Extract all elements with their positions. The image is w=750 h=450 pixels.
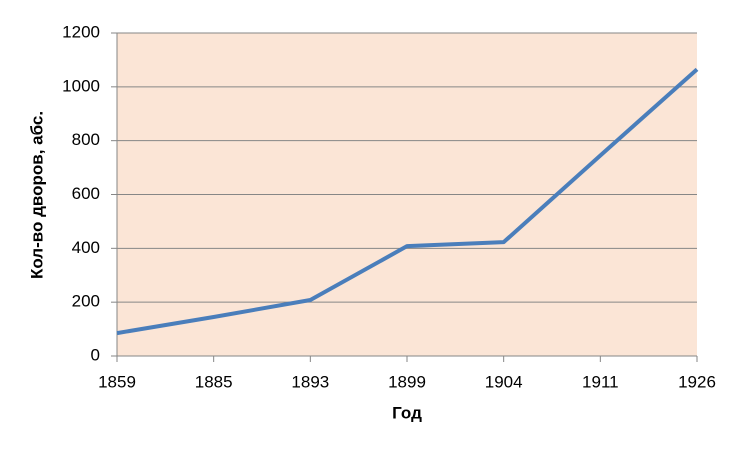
y-tick-label: 0 <box>91 345 100 364</box>
y-tick-label: 400 <box>72 238 100 257</box>
x-tick-label: 1893 <box>291 372 329 391</box>
y-tick-label: 1000 <box>62 76 100 95</box>
y-tick-label: 800 <box>72 130 100 149</box>
data-line <box>116 67 699 336</box>
x-tick-label: 1904 <box>485 372 523 391</box>
x-tick-label: 1911 <box>582 372 619 391</box>
x-tick-label: 1859 <box>98 372 136 391</box>
y-tick-label: 200 <box>72 292 100 311</box>
y-axis-title: Кол-во дворов, абс. <box>27 111 46 279</box>
x-tick-label: 1926 <box>678 372 716 391</box>
y-tick-label: 600 <box>72 184 100 203</box>
x-tick-label: 1899 <box>388 372 426 391</box>
x-axis-title: Год <box>392 403 422 422</box>
y-tick-label: 1200 <box>62 22 100 41</box>
x-tick-label: 1885 <box>195 372 233 391</box>
